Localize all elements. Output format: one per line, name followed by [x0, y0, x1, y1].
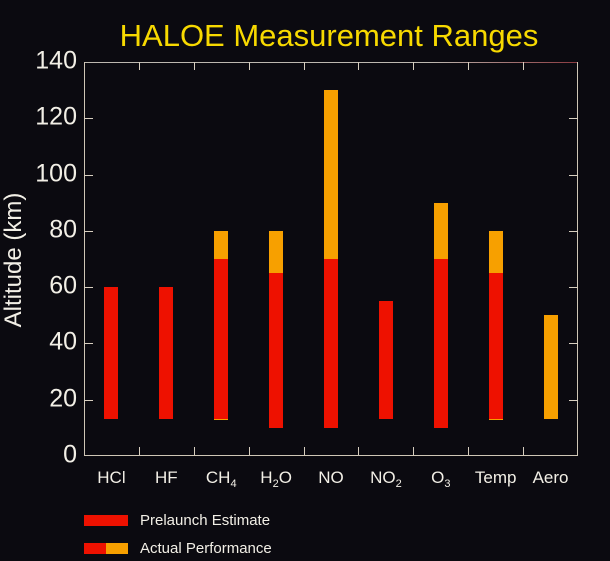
legend-item-prelaunch: Prelaunch Estimate: [84, 512, 270, 529]
x-tick-label: HCl: [97, 468, 126, 487]
x-tick-mark: [468, 447, 469, 455]
y-tick-mark: [569, 400, 578, 401]
bar-prelaunch-no: [324, 259, 338, 428]
x-tick-mark: [468, 62, 469, 70]
x-tick-mark: [194, 62, 195, 70]
plot-frame: [84, 62, 578, 456]
x-tick-mark: [358, 447, 359, 455]
bar-prelaunch-ch4: [214, 259, 228, 419]
bar-actual-aero: [544, 315, 558, 419]
legend-swatch-actual: [84, 543, 128, 554]
legend-item-actual: Actual Performance: [84, 540, 272, 557]
x-tick-mark: [523, 447, 524, 455]
legend-label: Prelaunch Estimate: [140, 512, 271, 529]
y-tick-label: 120: [35, 102, 77, 131]
bar-prelaunch-temp: [489, 273, 503, 419]
y-tick-mark: [84, 118, 93, 119]
x-tick-label: Temp: [474, 468, 517, 487]
y-tick-label: 20: [49, 384, 77, 413]
y-tick-mark: [569, 231, 578, 232]
y-tick-mark: [569, 175, 578, 176]
chart-title: HALOE Measurement Ranges: [119, 18, 539, 53]
y-tick-label: 0: [63, 440, 77, 469]
y-tick-mark: [569, 343, 578, 344]
x-tick-label: NO: [318, 468, 344, 487]
legend-swatch-prelaunch: [84, 515, 128, 526]
bar-prelaunch-hf: [159, 287, 173, 419]
bar-prelaunch-o3: [434, 259, 448, 428]
x-tick-mark: [413, 62, 414, 70]
x-tick-label: H2O: [260, 468, 292, 490]
x-tick-mark: [413, 447, 414, 455]
x-tick-label: NO2: [370, 468, 402, 490]
x-tick-mark: [304, 447, 305, 455]
x-tick-label: Aero: [532, 468, 569, 487]
x-tick-mark: [358, 62, 359, 70]
bar-prelaunch-hcl: [104, 287, 118, 419]
plot-frame-top-edge: [85, 62, 577, 63]
x-tick-mark: [249, 447, 250, 455]
x-tick-mark: [194, 447, 195, 455]
bar-prelaunch-h2o: [269, 273, 283, 428]
y-tick-label: 80: [49, 215, 77, 244]
x-tick-mark: [249, 62, 250, 70]
y-tick-mark: [84, 231, 93, 232]
x-tick-mark: [304, 62, 305, 70]
x-tick-mark: [139, 62, 140, 70]
y-tick-label: 40: [49, 327, 77, 356]
y-tick-label: 100: [35, 159, 77, 188]
x-tick-label: HF: [154, 468, 178, 487]
bar-prelaunch-no2: [379, 301, 393, 419]
y-tick-mark: [84, 287, 93, 288]
y-tick-label: 140: [35, 46, 77, 75]
x-tick-label: CH4: [205, 468, 237, 490]
x-tick-mark: [523, 62, 524, 70]
y-axis-label: Altitude (km): [0, 192, 27, 328]
y-tick-mark: [569, 287, 578, 288]
y-tick-mark: [84, 343, 93, 344]
y-tick-mark: [569, 118, 578, 119]
y-tick-label: 60: [49, 271, 77, 300]
y-tick-mark: [84, 400, 93, 401]
x-tick-mark: [139, 447, 140, 455]
x-tick-label: O3: [431, 468, 451, 490]
y-tick-mark: [84, 175, 93, 176]
legend-label: Actual Performance: [140, 540, 272, 557]
